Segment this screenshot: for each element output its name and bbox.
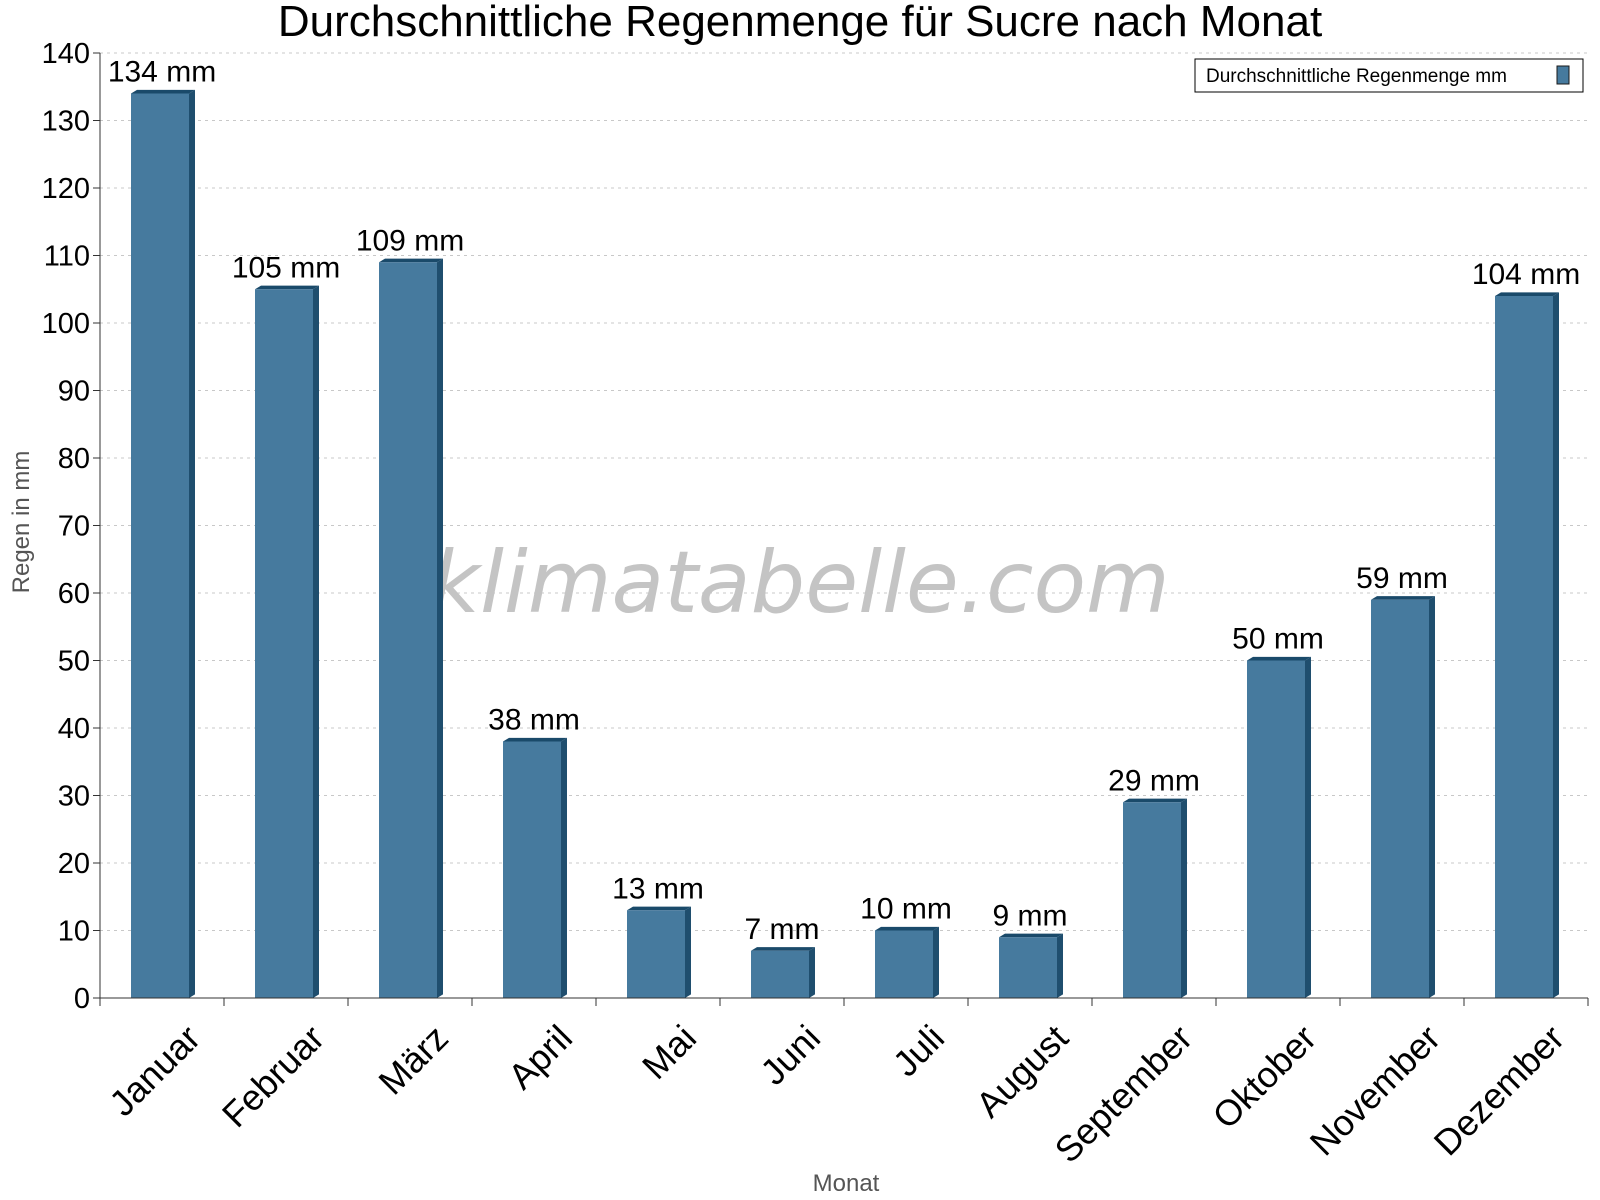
data-label: 10 mm bbox=[860, 893, 952, 926]
y-tick-label: 120 bbox=[42, 173, 90, 205]
data-label: 38 mm bbox=[488, 704, 580, 737]
data-label: 109 mm bbox=[356, 224, 464, 257]
data-label: 7 mm bbox=[745, 913, 820, 946]
y-tick-label: 60 bbox=[58, 578, 90, 610]
data-labels: 134 mm 105 mm 109 mm 38 mm 13 mm 7 mm 10 mm 9 m… bbox=[108, 56, 1580, 946]
y-tick-label: 140 bbox=[42, 38, 90, 70]
y-tick-label: 40 bbox=[58, 713, 90, 745]
data-label: 50 mm bbox=[1232, 623, 1324, 656]
bar-side bbox=[809, 947, 815, 998]
data-label: 13 mm bbox=[612, 872, 704, 905]
x-axis-title: Monat bbox=[813, 1170, 880, 1197]
y-tick-label: 110 bbox=[44, 241, 90, 273]
bar-side bbox=[561, 737, 567, 998]
x-tick-label: Februar bbox=[214, 1017, 332, 1135]
y-tick-label: 100 bbox=[42, 308, 90, 340]
x-tick-label: Dezember bbox=[1426, 1017, 1572, 1163]
bar-front bbox=[503, 741, 561, 998]
bar-front bbox=[131, 93, 189, 998]
bar-januar bbox=[131, 89, 195, 998]
bar-top bbox=[1371, 596, 1435, 600]
bar-august bbox=[999, 933, 1063, 998]
grid-lines bbox=[100, 52, 1588, 931]
bar-front bbox=[379, 262, 437, 998]
bar-dezember bbox=[1495, 292, 1559, 998]
bar-top bbox=[1247, 656, 1311, 661]
y-tick-label: 30 bbox=[58, 781, 90, 813]
x-tick-label: Juni bbox=[752, 1017, 828, 1093]
x-tick-label: Januar bbox=[101, 1017, 208, 1124]
bar-front bbox=[1495, 296, 1553, 998]
bar-side bbox=[1305, 656, 1311, 998]
bar-side bbox=[1057, 933, 1063, 998]
bar-top bbox=[751, 947, 815, 951]
legend-swatch bbox=[1556, 65, 1570, 85]
bar-side bbox=[1181, 798, 1187, 998]
bar-front bbox=[1123, 802, 1181, 998]
bar-juni bbox=[751, 947, 815, 998]
y-tick-label: 0 bbox=[74, 983, 90, 1015]
y-tick-label: 90 bbox=[58, 376, 90, 408]
bar-front bbox=[875, 930, 933, 998]
x-tick-label: August bbox=[968, 1017, 1076, 1125]
bar-top bbox=[627, 906, 691, 911]
legend-label: Durchschnittliche Regenmenge mm bbox=[1206, 66, 1507, 87]
bar-top bbox=[503, 737, 567, 742]
bar-november bbox=[1371, 596, 1435, 998]
legend-box bbox=[1194, 58, 1584, 93]
x-tick-label: Mai bbox=[634, 1017, 704, 1087]
bar-front bbox=[627, 910, 685, 998]
y-tick-label: 50 bbox=[58, 646, 90, 678]
bar-top bbox=[875, 926, 939, 931]
bar-april bbox=[503, 737, 567, 998]
bar-februar bbox=[255, 285, 319, 998]
x-tick-label: März bbox=[370, 1017, 456, 1103]
data-label: 134 mm bbox=[108, 56, 216, 89]
bar-top bbox=[379, 258, 443, 263]
bar-oktober bbox=[1247, 656, 1311, 998]
bar-top bbox=[131, 89, 195, 94]
bar-juli bbox=[875, 926, 939, 998]
y-axis-title: Regen in mm bbox=[8, 451, 35, 594]
bar-side bbox=[189, 89, 195, 998]
bar-top bbox=[1123, 798, 1187, 803]
watermark-text: klimatabelle.com bbox=[430, 533, 1170, 633]
bar-side bbox=[437, 258, 443, 998]
bar-top bbox=[999, 933, 1063, 938]
data-label: 59 mm bbox=[1356, 562, 1448, 595]
bar-märz bbox=[379, 258, 443, 998]
data-label: 9 mm bbox=[993, 899, 1068, 932]
bar-front bbox=[751, 950, 809, 998]
data-label: 104 mm bbox=[1472, 258, 1580, 291]
x-tick-label: April bbox=[500, 1017, 580, 1097]
data-label: 105 mm bbox=[232, 251, 340, 284]
y-tick-label: 20 bbox=[58, 848, 90, 880]
legend: Durchschnittliche Regenmenge mm bbox=[1194, 58, 1584, 93]
bar-side bbox=[1429, 596, 1435, 998]
x-tick-label: November bbox=[1302, 1017, 1448, 1163]
bar-mai bbox=[627, 906, 691, 998]
x-tick-label: Oktober bbox=[1204, 1017, 1324, 1137]
bar-side bbox=[313, 285, 319, 998]
bar-front bbox=[999, 937, 1057, 998]
y-tick-label: 10 bbox=[58, 916, 90, 948]
x-tick-label: Juli bbox=[885, 1017, 952, 1084]
data-label: 29 mm bbox=[1108, 764, 1200, 797]
bar-side bbox=[933, 926, 939, 998]
y-tick-label: 130 bbox=[42, 106, 90, 138]
y-tick-label: 80 bbox=[58, 443, 90, 475]
bar-september bbox=[1123, 798, 1187, 998]
chart-title: Durchschnittliche Regenmenge für Sucre n… bbox=[278, 0, 1322, 46]
bar-top bbox=[1495, 292, 1559, 296]
y-tick-label: 70 bbox=[58, 511, 90, 543]
bar-front bbox=[1247, 660, 1305, 998]
bar-front bbox=[255, 289, 313, 998]
bars bbox=[131, 89, 1559, 998]
bar-front bbox=[1371, 599, 1429, 998]
bar-top bbox=[255, 285, 319, 290]
bar-side bbox=[1553, 292, 1559, 998]
bar-side bbox=[685, 906, 691, 998]
